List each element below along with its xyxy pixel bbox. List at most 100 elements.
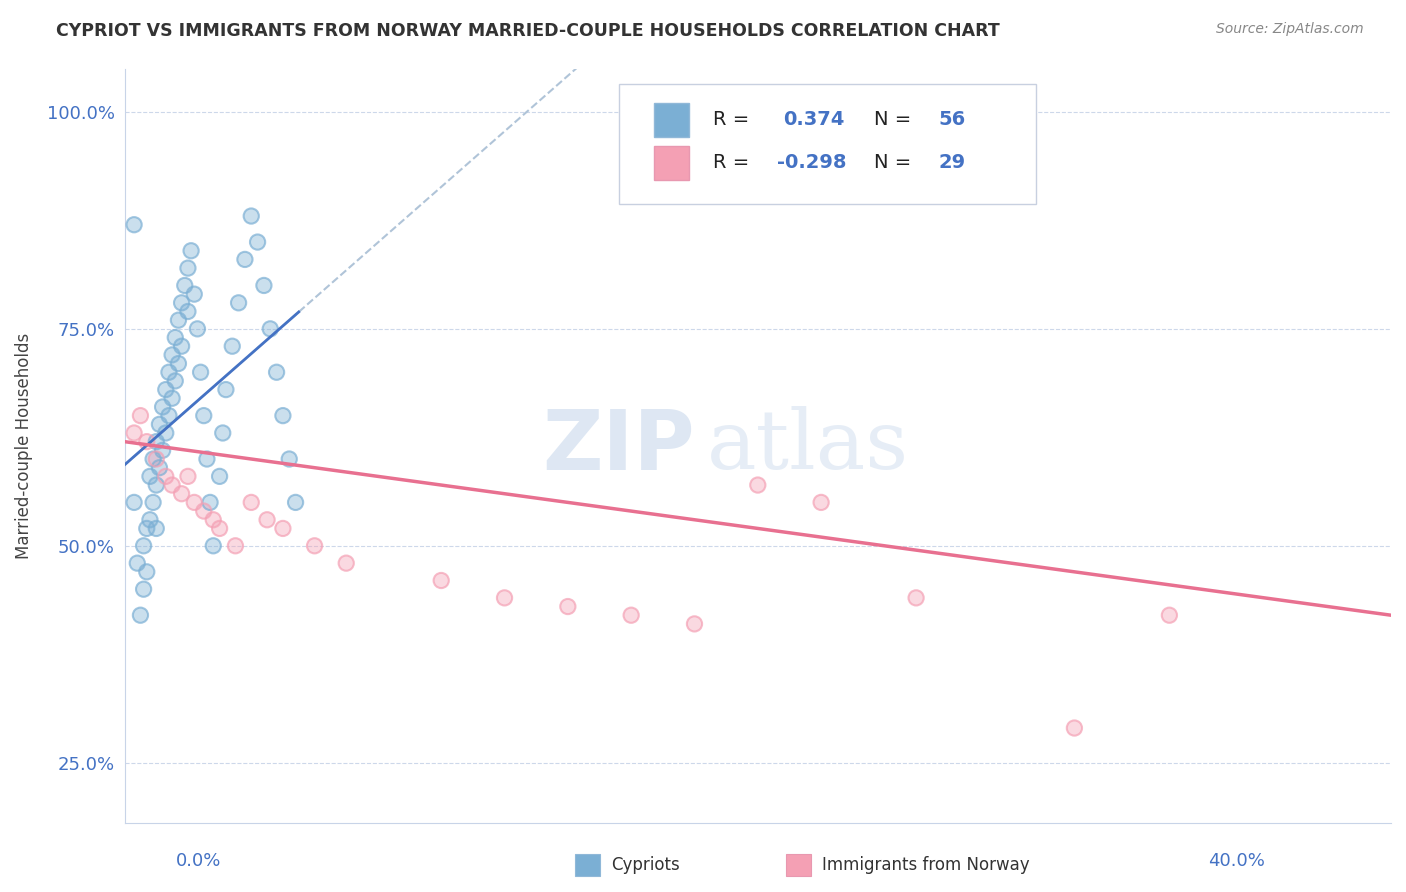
Point xyxy=(367,842,389,856)
Point xyxy=(152,400,174,414)
Point xyxy=(127,556,149,570)
Point xyxy=(1063,721,1085,735)
Point xyxy=(557,599,579,614)
Point xyxy=(135,434,157,449)
Point xyxy=(193,504,215,518)
Point xyxy=(122,495,145,509)
Point xyxy=(155,425,177,440)
Point xyxy=(139,469,162,483)
Point xyxy=(256,513,278,527)
Point xyxy=(122,218,145,232)
Point xyxy=(246,235,269,249)
Point xyxy=(170,487,193,501)
Point xyxy=(160,391,183,405)
Text: R =: R = xyxy=(713,111,756,129)
Point xyxy=(170,339,193,353)
Point xyxy=(139,469,162,483)
Point xyxy=(142,452,165,467)
Point xyxy=(157,409,180,423)
Point xyxy=(135,521,157,535)
Point xyxy=(266,365,288,379)
Point xyxy=(211,425,233,440)
Point xyxy=(240,495,263,509)
Point xyxy=(198,495,221,509)
Text: 0.0%: 0.0% xyxy=(176,852,221,870)
Point xyxy=(259,322,281,336)
Point xyxy=(430,574,453,588)
Point xyxy=(160,391,183,405)
Point xyxy=(186,322,208,336)
Text: CYPRIOT VS IMMIGRANTS FROM NORWAY MARRIED-COUPLE HOUSEHOLDS CORRELATION CHART: CYPRIOT VS IMMIGRANTS FROM NORWAY MARRIE… xyxy=(56,22,1000,40)
Point xyxy=(1159,608,1181,623)
Point xyxy=(221,339,243,353)
Point xyxy=(165,374,187,388)
Point xyxy=(747,478,769,492)
Point xyxy=(215,383,238,397)
Text: Cypriots: Cypriots xyxy=(612,855,681,874)
Point xyxy=(132,539,155,553)
Point xyxy=(148,417,170,432)
Point xyxy=(139,513,162,527)
Point xyxy=(208,521,231,535)
Point xyxy=(228,295,250,310)
Point xyxy=(905,591,928,605)
Text: 40.0%: 40.0% xyxy=(1209,852,1265,870)
Point xyxy=(683,616,706,631)
Point xyxy=(256,513,278,527)
Point xyxy=(122,495,145,509)
Point xyxy=(152,443,174,458)
Point xyxy=(180,244,202,258)
Point xyxy=(165,374,187,388)
Point xyxy=(271,409,294,423)
Point xyxy=(177,469,200,483)
Point xyxy=(747,478,769,492)
Point xyxy=(122,425,145,440)
Point xyxy=(253,278,276,293)
Point xyxy=(155,425,177,440)
Point xyxy=(170,339,193,353)
Point xyxy=(129,608,152,623)
Point xyxy=(167,313,190,327)
Text: Immigrants from Norway: Immigrants from Norway xyxy=(823,855,1031,874)
Point xyxy=(240,495,263,509)
Point xyxy=(152,400,174,414)
Point xyxy=(160,478,183,492)
Point xyxy=(195,452,218,467)
Text: Source: ZipAtlas.com: Source: ZipAtlas.com xyxy=(1216,22,1364,37)
Point xyxy=(190,365,212,379)
Text: 56: 56 xyxy=(939,111,966,129)
Point xyxy=(259,322,281,336)
Point xyxy=(167,313,190,327)
Point xyxy=(221,339,243,353)
Point xyxy=(557,599,579,614)
Point xyxy=(266,365,288,379)
Point xyxy=(177,469,200,483)
Point xyxy=(170,487,193,501)
Point xyxy=(160,348,183,362)
Point xyxy=(905,591,928,605)
Point xyxy=(193,409,215,423)
Point xyxy=(284,495,307,509)
Point xyxy=(122,218,145,232)
Point xyxy=(202,539,225,553)
Point xyxy=(810,495,832,509)
Point xyxy=(148,460,170,475)
Point xyxy=(246,235,269,249)
Point xyxy=(127,556,149,570)
Point xyxy=(211,425,233,440)
Point xyxy=(157,365,180,379)
Point xyxy=(198,495,221,509)
Point xyxy=(240,209,263,223)
Point xyxy=(132,582,155,597)
Point xyxy=(135,565,157,579)
Point xyxy=(142,452,165,467)
Point xyxy=(170,295,193,310)
Point xyxy=(228,295,250,310)
Point xyxy=(494,591,516,605)
Text: N =: N = xyxy=(875,153,918,172)
Point xyxy=(145,452,167,467)
Point xyxy=(148,417,170,432)
Point xyxy=(810,495,832,509)
Point xyxy=(145,434,167,449)
Point xyxy=(215,383,238,397)
